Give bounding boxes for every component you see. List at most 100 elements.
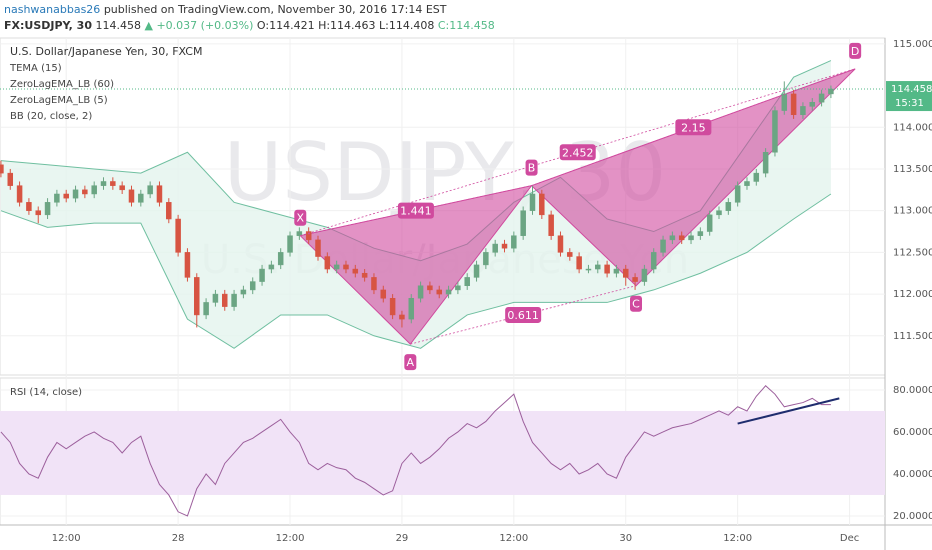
candle-body bbox=[389, 298, 396, 316]
candle-body bbox=[492, 243, 498, 253]
candle-body bbox=[16, 185, 23, 203]
candle-body bbox=[147, 185, 153, 195]
candle-body bbox=[427, 285, 433, 291]
candle-body bbox=[35, 210, 41, 216]
ratio-box bbox=[397, 202, 434, 219]
rsi-band bbox=[0, 410, 885, 495]
candle-body bbox=[781, 93, 788, 111]
candle-body bbox=[455, 285, 461, 291]
candle-body bbox=[576, 256, 582, 270]
header: nashwanabbas26 published on TradingView.… bbox=[4, 2, 495, 34]
candle-body bbox=[809, 101, 816, 107]
candle-body bbox=[212, 293, 219, 303]
y-tick-label: 113.000 bbox=[893, 206, 932, 217]
candle-body bbox=[277, 252, 284, 266]
candle-body bbox=[399, 314, 405, 320]
candle-body bbox=[268, 264, 275, 270]
candle-body bbox=[417, 285, 424, 299]
candle-body bbox=[119, 185, 125, 191]
pattern-point-box bbox=[630, 295, 643, 312]
pattern-point-box bbox=[849, 42, 862, 59]
rsi-label: RSI (14, close) bbox=[10, 387, 82, 398]
candle-body bbox=[762, 152, 769, 174]
last-price-label: 114.458 bbox=[891, 84, 932, 95]
candle-body bbox=[716, 210, 722, 216]
candle-body bbox=[483, 252, 489, 266]
candle-body bbox=[184, 252, 191, 278]
candle-body bbox=[63, 193, 69, 199]
pattern-point-label: A bbox=[407, 356, 415, 369]
candle-body bbox=[539, 193, 545, 216]
candle-body bbox=[408, 298, 415, 320]
x-tick-label: 12:00 bbox=[276, 533, 305, 544]
candle-body bbox=[352, 268, 359, 274]
candle-body bbox=[315, 239, 321, 257]
candle-body bbox=[529, 193, 536, 211]
candle-body bbox=[678, 235, 685, 241]
indicator-label: ZeroLagEMA_LB (60) bbox=[10, 79, 114, 90]
y-tick-label: 115.000 bbox=[893, 39, 932, 50]
candle-body bbox=[0, 164, 4, 174]
candle-body bbox=[650, 252, 657, 270]
candle-body bbox=[249, 281, 256, 291]
last-price-tag bbox=[886, 81, 932, 112]
candle-body bbox=[595, 264, 601, 270]
y-tick-label: 80.0000 bbox=[893, 385, 932, 396]
chart-title: U.S. Dollar/Japanese Yen, 30, FXCM bbox=[10, 45, 202, 58]
x-tick-label: 12:00 bbox=[723, 533, 752, 544]
candle-body bbox=[828, 88, 834, 95]
publish-line: nashwanabbas26 published on TradingView.… bbox=[4, 2, 495, 18]
candle-body bbox=[753, 172, 760, 182]
candle-body bbox=[82, 189, 88, 195]
indicator-label: ZeroLagEMA_LB (5) bbox=[10, 95, 108, 106]
candle-body bbox=[669, 235, 676, 241]
candle-body bbox=[371, 277, 377, 291]
rsi-line bbox=[0, 385, 831, 517]
candle-body bbox=[194, 277, 200, 316]
ratio-box bbox=[559, 144, 596, 161]
candle-body bbox=[128, 189, 135, 203]
publisher[interactable]: nashwanabbas26 bbox=[4, 3, 101, 16]
candle-body bbox=[800, 106, 806, 115]
pattern-point-box bbox=[525, 159, 538, 176]
candle-body bbox=[688, 235, 694, 241]
symbol: FX:USDJPY, 30 bbox=[4, 19, 92, 32]
candle-body bbox=[445, 289, 452, 295]
candle-body bbox=[632, 277, 638, 282]
candle-body bbox=[772, 110, 778, 153]
candle-body bbox=[501, 243, 508, 249]
candle-body bbox=[818, 93, 825, 103]
candle-body bbox=[305, 231, 312, 241]
candle-body bbox=[464, 277, 470, 286]
x-tick-label: 29 bbox=[396, 533, 409, 544]
quote-open: O:114.421 bbox=[256, 19, 315, 32]
pattern-point-label: C bbox=[632, 298, 640, 311]
y-tick-label: 111.500 bbox=[893, 331, 932, 342]
y-tick-label: 113.500 bbox=[893, 164, 932, 175]
pattern-point-label: X bbox=[297, 212, 305, 225]
candle-body bbox=[259, 268, 265, 282]
last: 114.458 bbox=[95, 19, 142, 32]
y-tick-label: 60.0000 bbox=[893, 427, 932, 438]
pattern-point-label: D bbox=[851, 45, 859, 58]
x-tick-label: 12:00 bbox=[52, 533, 81, 544]
candle-body bbox=[221, 293, 228, 307]
candle-body bbox=[604, 264, 610, 274]
candle-body bbox=[72, 189, 79, 199]
candle-body bbox=[380, 289, 387, 299]
y-tick-label: 20.0000 bbox=[893, 511, 932, 522]
candle-body bbox=[520, 210, 526, 236]
y-tick-label: 112.500 bbox=[893, 247, 932, 258]
indicator-label: BB (20, close, 2) bbox=[10, 111, 92, 122]
pattern-point-box bbox=[294, 209, 307, 226]
x-tick-label: 12:00 bbox=[499, 533, 528, 544]
pattern-point-label: B bbox=[528, 162, 536, 175]
candle-body bbox=[436, 289, 442, 295]
candle-body bbox=[156, 185, 163, 203]
indicator-label: TEMA (15) bbox=[9, 63, 62, 74]
candle-body bbox=[557, 235, 564, 253]
pattern-point-box bbox=[404, 354, 417, 371]
candle-body bbox=[790, 93, 797, 115]
